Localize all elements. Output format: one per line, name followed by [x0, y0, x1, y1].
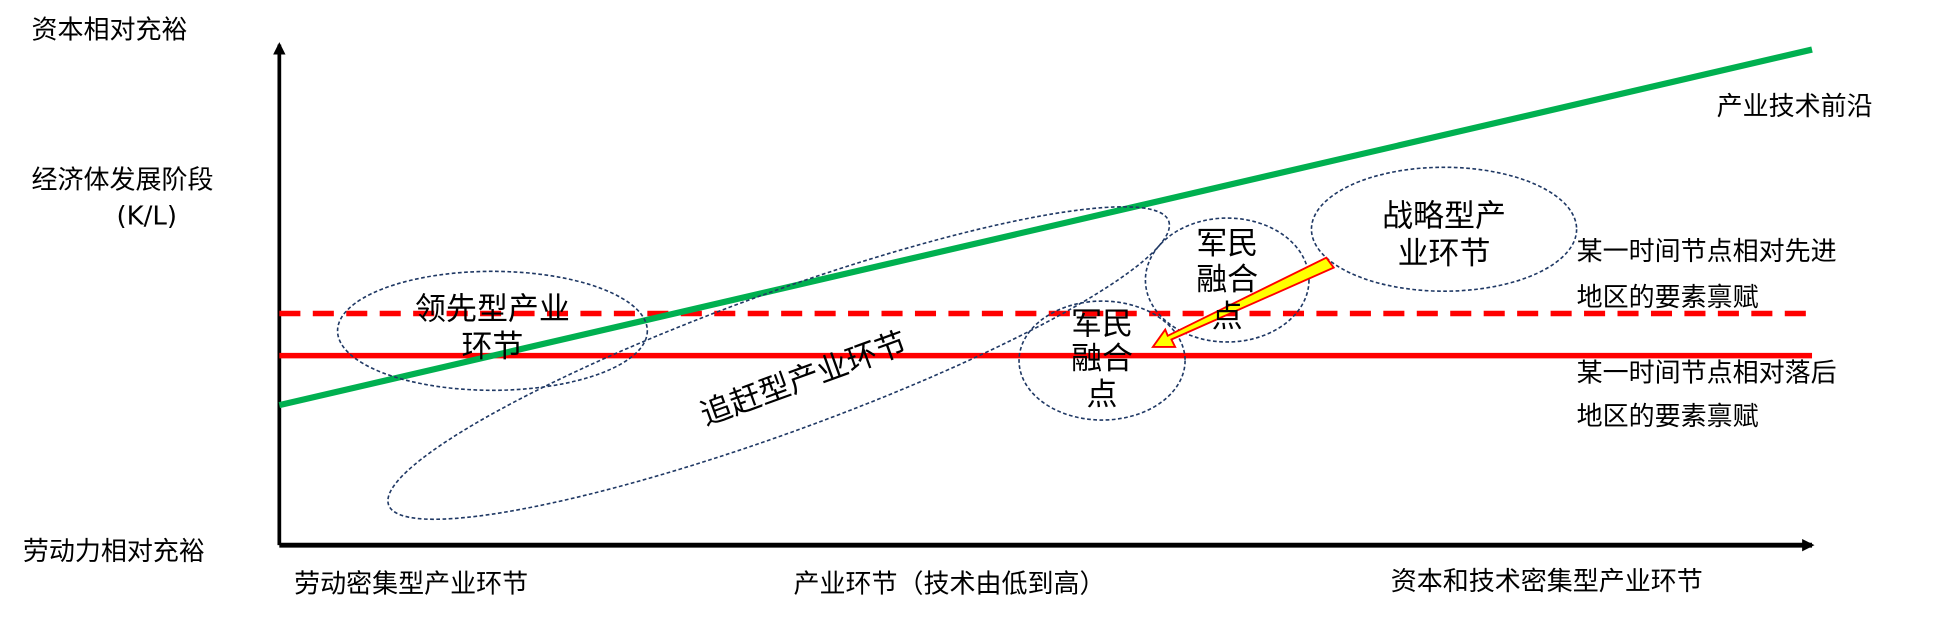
leading-label-1: 领先型产业	[415, 292, 570, 328]
x-left-label: 劳动密集型产业环节	[294, 569, 528, 599]
civmil-high-label-2: 融合	[1196, 262, 1258, 298]
transition-arrow	[1151, 256, 1336, 348]
x-mid-label: 产业环节（技术由低到高）	[794, 569, 1106, 599]
civmil-low-ellipse	[1018, 300, 1186, 421]
leading-label-2: 环节	[461, 329, 523, 365]
leading-industry-ellipse	[336, 270, 649, 392]
lagging-label-1: 某一时间节点相对落后	[1577, 359, 1837, 389]
y-mid-label: 经济体发展阶段	[32, 165, 214, 195]
advanced-label-1: 某一时间节点相对先进	[1577, 237, 1837, 267]
y-bottom-label: 劳动力相对充裕	[23, 537, 205, 567]
advanced-label-2: 地区的要素禀赋	[1577, 283, 1759, 313]
civmil-high-ellipse	[1144, 217, 1310, 343]
lagging-label-2: 地区的要素禀赋	[1577, 402, 1759, 432]
civmil-low-label-3: 点	[1087, 377, 1118, 413]
strategic-label-1: 战略型产	[1382, 199, 1506, 235]
catchup-label: 追赶型产业环节	[696, 325, 912, 433]
technology-frontier-line	[278, 46, 1813, 409]
y-top-label: 资本相对充裕	[32, 15, 188, 45]
civmil-low-label-2: 融合	[1071, 341, 1133, 377]
civmil-high-label-1: 军民	[1196, 226, 1258, 262]
civmil-low-label-1: 军民	[1071, 307, 1133, 343]
catchup-industry-ellipse	[387, 206, 1171, 521]
y-mid-unit: (K/L)	[116, 201, 177, 231]
frontier-label: 产业技术前沿	[1717, 92, 1873, 122]
strategic-label-2: 业环节	[1398, 236, 1491, 272]
civmil-high-label-3: 点	[1212, 299, 1243, 335]
strategic-industry-ellipse	[1310, 166, 1578, 292]
x-right-label: 资本和技术密集型产业环节	[1391, 567, 1703, 597]
